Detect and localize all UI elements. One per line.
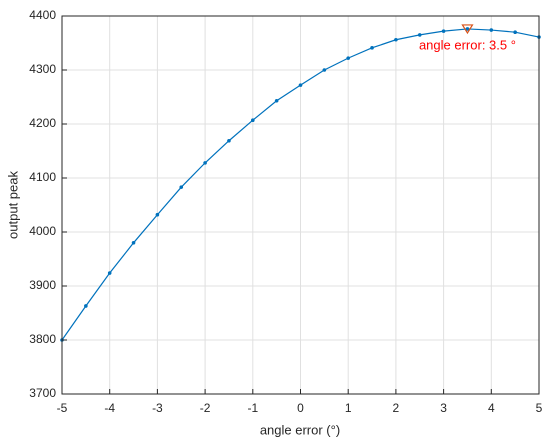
y-tick-label: 3800 bbox=[29, 332, 56, 346]
data-point bbox=[322, 68, 327, 72]
y-axis-label: output peak bbox=[5, 171, 20, 239]
data-point bbox=[370, 46, 374, 50]
y-tick-label: 4100 bbox=[29, 170, 56, 184]
x-tick-label: 0 bbox=[297, 401, 304, 415]
x-tick-label: 5 bbox=[536, 401, 543, 415]
data-point bbox=[441, 29, 446, 33]
data-point bbox=[203, 161, 207, 165]
x-tick-label: -1 bbox=[247, 401, 258, 415]
y-tick-label: 3700 bbox=[29, 386, 56, 400]
y-tick-label: 4300 bbox=[29, 62, 56, 76]
data-point bbox=[513, 30, 517, 34]
data-point bbox=[346, 56, 351, 60]
x-tick-label: 3 bbox=[440, 401, 447, 415]
data-point bbox=[274, 98, 279, 103]
data-point bbox=[155, 212, 160, 217]
x-tick-label: 4 bbox=[488, 401, 495, 415]
data-point bbox=[179, 185, 184, 189]
data-point bbox=[227, 138, 231, 143]
data-point bbox=[298, 83, 303, 87]
marks bbox=[60, 27, 541, 342]
data-point bbox=[251, 118, 255, 123]
annotation-text: angle error: 3.5 ° bbox=[419, 37, 516, 52]
y-tick-label: 4200 bbox=[29, 116, 56, 130]
x-tick-label: -2 bbox=[200, 401, 211, 415]
x-tick-label: 2 bbox=[393, 401, 400, 415]
data-point bbox=[107, 271, 112, 275]
data-point bbox=[465, 27, 470, 31]
y-tick-label: 3900 bbox=[29, 278, 56, 292]
data-point bbox=[394, 37, 398, 42]
data-point bbox=[84, 304, 88, 308]
x-tick-label: 1 bbox=[345, 401, 352, 415]
y-tick-label: 4400 bbox=[29, 8, 56, 22]
data-point bbox=[417, 33, 422, 37]
data-point bbox=[131, 241, 136, 245]
x-axis-label: angle error (°) bbox=[260, 422, 340, 437]
y-tick-label: 4000 bbox=[29, 224, 56, 238]
x-tick-label: -4 bbox=[104, 401, 115, 415]
x-tick-label: -3 bbox=[152, 401, 163, 415]
annotation-marker bbox=[461, 24, 474, 35]
data-point bbox=[489, 28, 494, 32]
x-tick-label: -5 bbox=[57, 401, 68, 415]
